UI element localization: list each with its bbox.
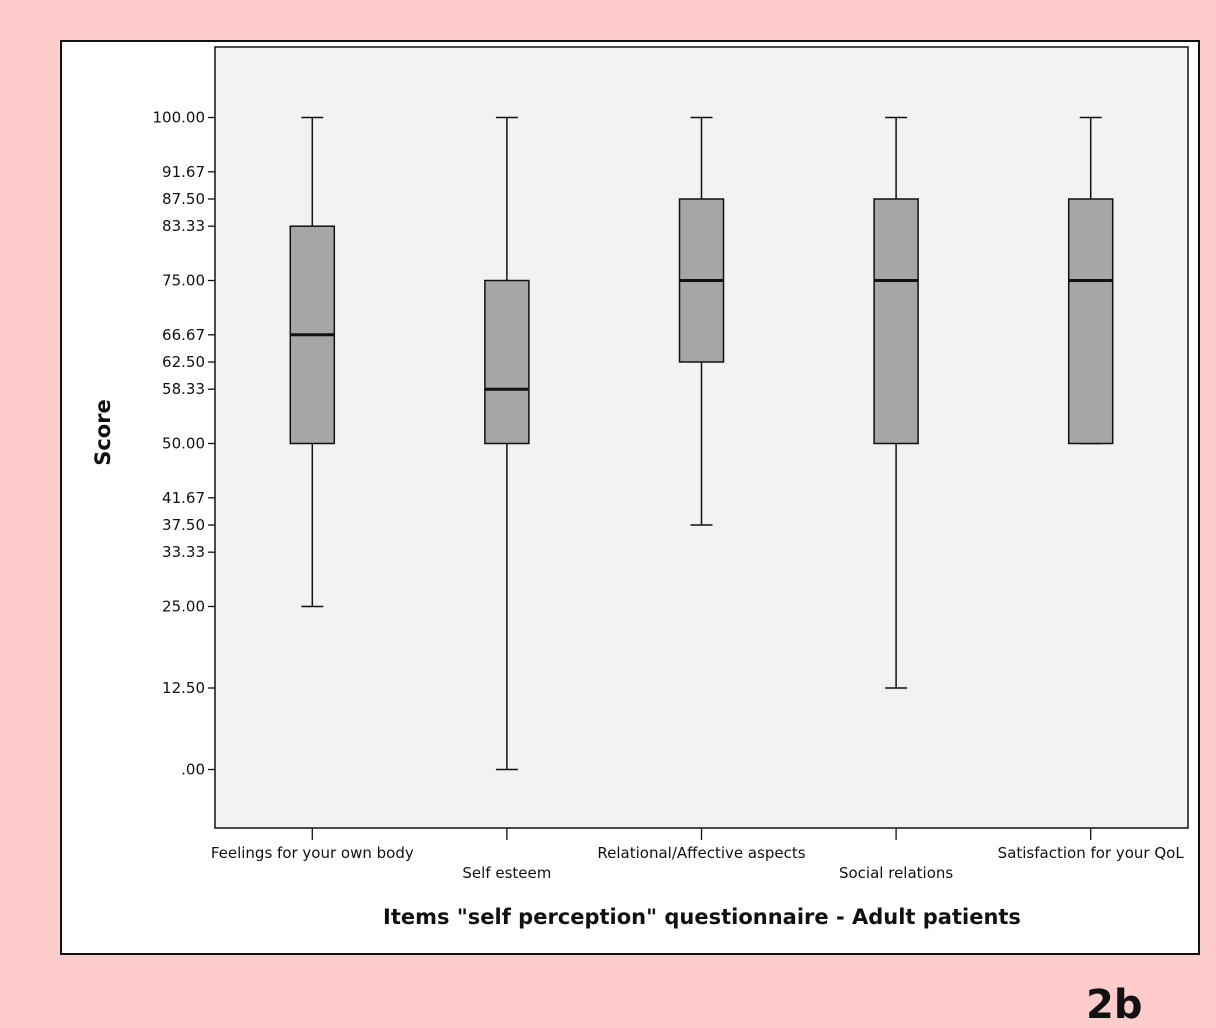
y-tick-label: 100.00 [153,109,206,127]
iqr-box [484,279,530,445]
y-tick-label: 58.33 [162,380,205,398]
x-tick-label: Self esteem [462,864,551,882]
boxplot-item [873,116,919,689]
y-tick-label: 12.50 [162,679,205,697]
y-tick-label: 25.00 [162,598,205,616]
boxplot-chart: .00 12.50 25.00 33.33 37.50 41.67 50.00 58.33 62… [91,46,1189,929]
figure-label: 2b [1086,982,1143,1028]
y-axis: .00 12.50 25.00 33.33 37.50 41.67 50.00 58.33 62… [153,109,215,779]
y-tick-label: 50.00 [162,435,205,453]
y-tick-label: 37.50 [162,516,205,534]
iqr-box [873,198,919,445]
y-tick-label: 87.50 [162,190,205,208]
y-tick-label: 91.67 [162,163,205,181]
box-series [289,116,1114,771]
boxplot-item [484,116,530,771]
x-tick-label: Satisfaction for your QoL [998,844,1185,862]
boxplot-item [289,116,336,608]
y-tick-label: 83.33 [162,217,205,235]
y-tick-label: .00 [181,761,205,779]
x-axis-title: Items "self perception" questionnaire - … [383,905,1021,929]
iqr-box [1067,198,1114,445]
y-axis-title: Score [91,399,115,466]
y-tick-label: 62.50 [162,353,205,371]
x-axis: Feelings for your own body Self esteem Rel… [211,828,1185,882]
boxplot-item [1067,116,1114,445]
y-tick-label: 66.67 [162,326,205,344]
x-tick-label: Relational/Affective aspects [597,844,805,862]
y-tick-label: 75.00 [162,272,205,290]
chart-frame: .00 12.50 25.00 33.33 37.50 41.67 50.00 58.33 62… [60,40,1200,955]
boxplot-item [678,116,725,526]
x-tick-label: Feelings for your own body [211,844,414,862]
y-tick-label: 41.67 [162,489,205,507]
y-tick-label: 33.33 [162,543,205,561]
x-tick-label: Social relations [839,864,953,882]
